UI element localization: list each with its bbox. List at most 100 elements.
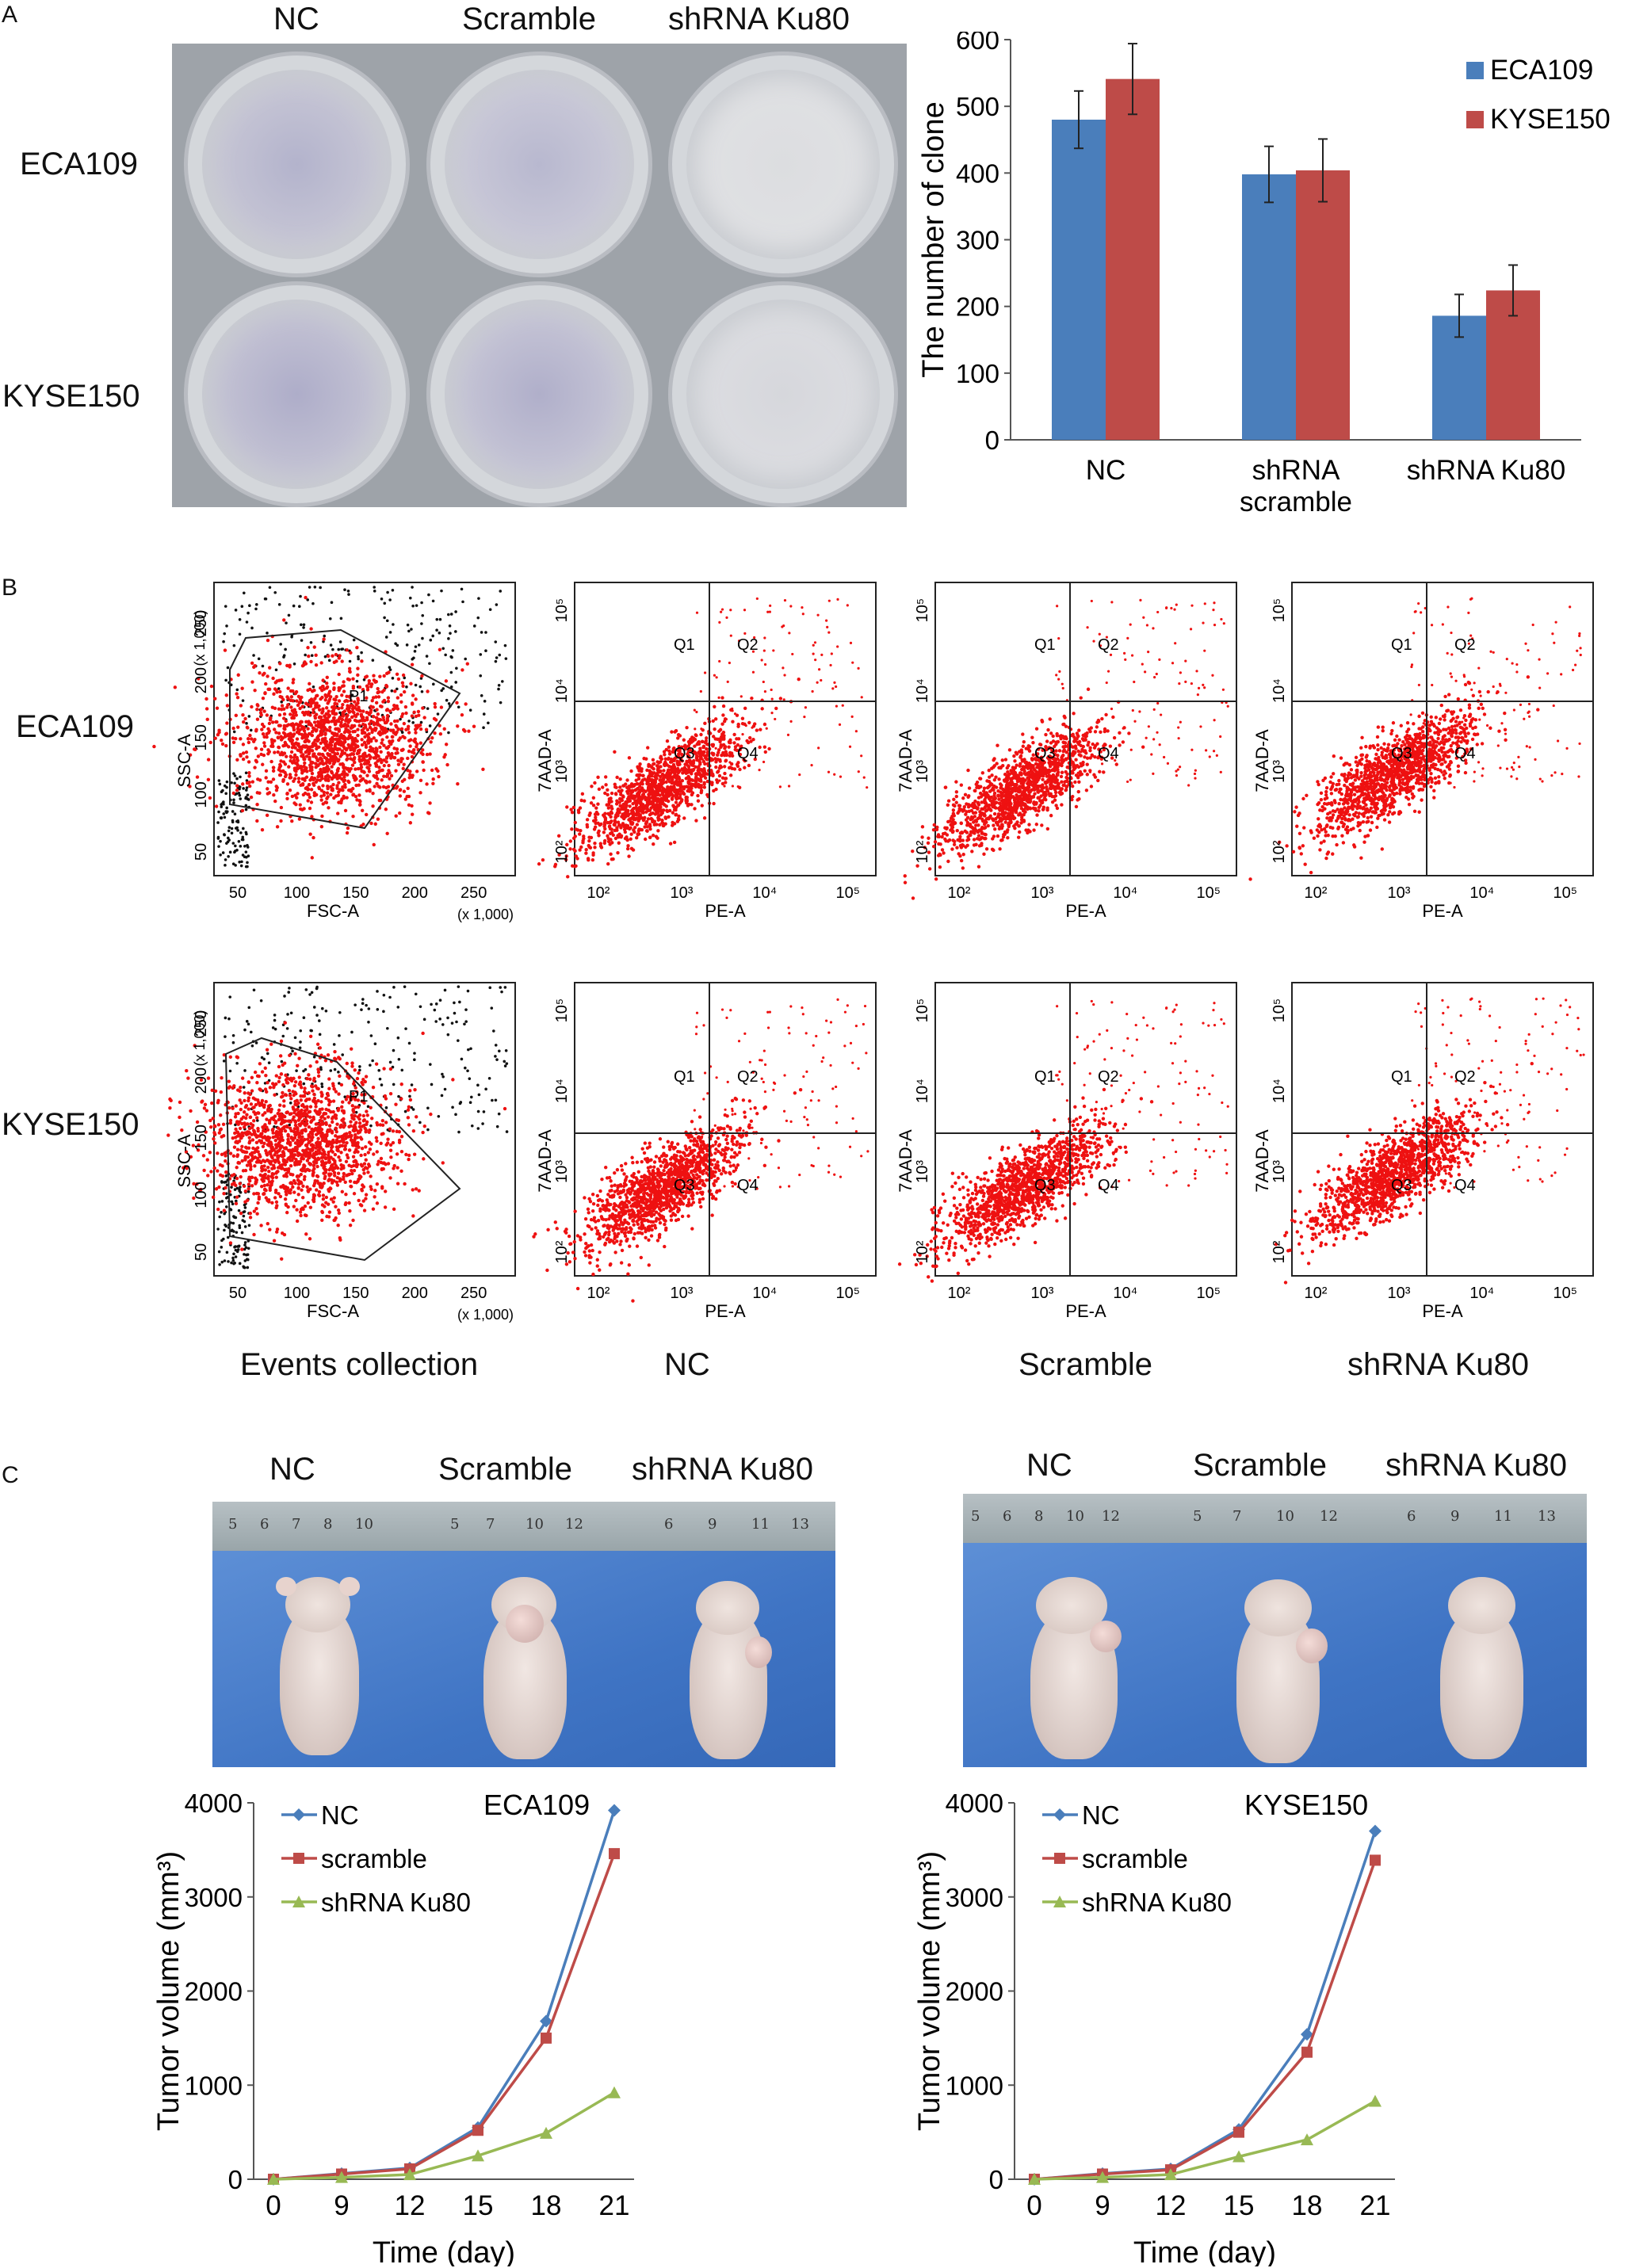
gated-event-dot <box>294 722 299 726</box>
gated-event-dot <box>285 782 290 786</box>
event-dot <box>830 652 833 655</box>
gated-event-dot <box>348 767 353 771</box>
event-dot <box>1219 770 1222 773</box>
x-tick-label: 10² <box>948 884 971 902</box>
event-dot <box>961 843 965 848</box>
event-dot <box>1045 827 1050 831</box>
event-dot <box>638 762 642 766</box>
event-dot <box>1109 653 1113 656</box>
gated-event-dot <box>321 802 325 806</box>
gated-event-dot <box>326 746 330 750</box>
event-dot <box>1028 790 1032 794</box>
event-dot <box>1074 758 1078 762</box>
gate-label: P1 <box>349 688 368 705</box>
event-dot <box>282 655 285 659</box>
event-dot <box>746 740 751 745</box>
event-dot <box>631 848 636 852</box>
gated-event-dot <box>372 715 376 719</box>
event-dot <box>570 827 574 831</box>
event-dot <box>696 740 701 745</box>
event-dot <box>662 795 667 799</box>
event-dot <box>1054 804 1058 808</box>
event-dot <box>678 801 682 805</box>
gated-event-dot <box>291 734 295 739</box>
gated-event-dot <box>361 769 365 774</box>
event-dot <box>323 655 327 659</box>
event-dot <box>455 666 458 670</box>
event-dot <box>223 815 227 819</box>
gated-event-dot <box>236 725 240 729</box>
gated-event-dot <box>353 794 358 799</box>
event-dot <box>678 792 682 796</box>
gated-event-dot <box>254 727 258 731</box>
event-dot <box>980 835 984 840</box>
gated-event-dot <box>258 670 262 675</box>
gated-event-dot <box>271 766 276 769</box>
event-dot <box>238 860 241 864</box>
event-dot <box>950 814 954 819</box>
gated-event-dot <box>266 727 270 731</box>
event-dot <box>954 794 959 799</box>
event-dot <box>603 811 607 815</box>
event-dot <box>723 746 727 750</box>
event-dot <box>636 774 641 778</box>
gated-event-dot <box>286 686 290 690</box>
event-dot <box>743 766 747 769</box>
event-dot <box>606 861 610 866</box>
event-dot <box>1055 674 1058 677</box>
gated-event-dot <box>376 731 381 735</box>
gated-event-dot <box>298 706 302 711</box>
event-dot <box>574 854 579 858</box>
gated-event-dot <box>398 811 402 815</box>
gated-event-dot <box>300 754 304 758</box>
event-dot <box>226 840 230 844</box>
event-dot <box>615 799 619 803</box>
event-dot <box>406 623 410 627</box>
gated-event-dot <box>374 739 378 743</box>
event-dot <box>298 605 301 609</box>
event-dot <box>685 725 689 730</box>
event-dot <box>1019 785 1024 789</box>
event-dot <box>597 829 601 834</box>
colony-row-eca109: ECA109 <box>20 147 138 181</box>
event-dot <box>1098 769 1102 774</box>
event-dot <box>762 680 765 684</box>
event-dot <box>699 732 703 737</box>
event-dot <box>1104 712 1108 717</box>
gated-event-dot <box>352 724 357 728</box>
y-tick-label: 200 <box>956 292 999 322</box>
event-dot <box>693 708 696 712</box>
y-tick-label: 200 <box>193 667 210 693</box>
gated-event-dot <box>300 695 304 700</box>
gated-event-dot <box>266 674 269 678</box>
event-dot <box>1105 681 1108 685</box>
event-dot <box>616 808 620 812</box>
gated-event-dot <box>288 776 292 780</box>
gated-event-dot <box>350 707 355 711</box>
event-dot <box>670 730 674 734</box>
event-dot <box>629 837 632 842</box>
event-dot <box>631 807 635 811</box>
event-dot <box>1076 775 1080 780</box>
event-dot <box>594 806 598 810</box>
event-dot <box>955 828 959 833</box>
gated-event-dot <box>321 784 325 788</box>
event-dot <box>652 762 655 766</box>
event-dot <box>390 689 394 693</box>
event-dot <box>1086 687 1091 691</box>
event-dot <box>860 696 863 699</box>
event-dot <box>762 745 767 749</box>
gated-event-dot <box>352 749 357 753</box>
gated-event-dot <box>345 758 349 762</box>
event-dot <box>311 685 315 689</box>
event-dot <box>1126 636 1129 640</box>
gated-event-dot <box>402 789 407 793</box>
gated-event-dot <box>371 791 375 796</box>
gated-event-dot <box>306 712 310 716</box>
event-dot <box>702 782 706 786</box>
event-dot <box>836 598 839 601</box>
event-dot <box>932 823 936 827</box>
gated-event-dot <box>365 710 369 715</box>
gated-event-dot <box>323 714 327 718</box>
event-dot <box>656 818 660 822</box>
